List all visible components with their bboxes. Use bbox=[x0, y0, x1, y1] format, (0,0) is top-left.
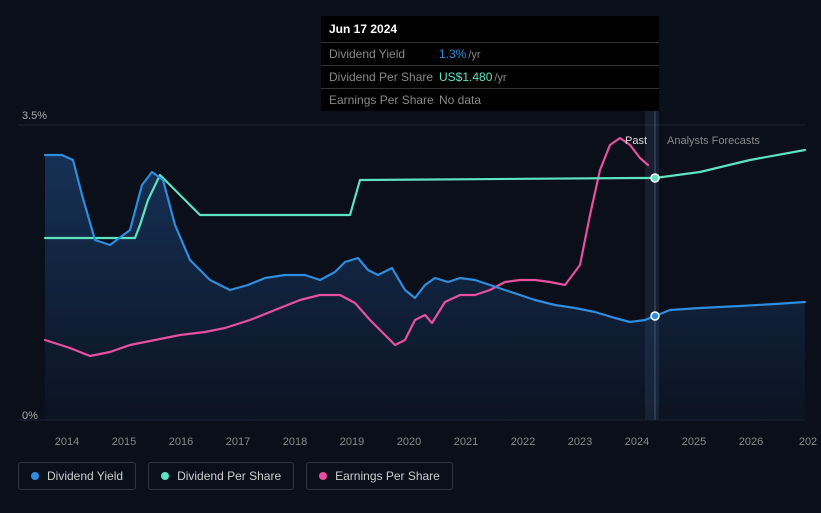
legend-item[interactable]: Dividend Yield bbox=[18, 462, 136, 490]
x-axis-year-label: 2025 bbox=[682, 436, 706, 448]
x-axis-year-label: 2026 bbox=[739, 436, 763, 448]
x-axis-year-label: 2017 bbox=[226, 436, 250, 448]
x-axis-year-label: 2020 bbox=[397, 436, 421, 448]
x-axis-year-label: 2016 bbox=[169, 436, 193, 448]
x-axis-year-label: 2021 bbox=[454, 436, 478, 448]
tooltip-metric-value: No data bbox=[439, 93, 481, 107]
legend-label: Earnings Per Share bbox=[335, 469, 440, 483]
tooltip-date: Jun 17 2024 bbox=[321, 16, 659, 43]
legend-item[interactable]: Earnings Per Share bbox=[306, 462, 453, 490]
legend-dot-icon bbox=[161, 472, 169, 480]
tooltip-metric-unit: /yr bbox=[468, 49, 480, 61]
legend-item[interactable]: Dividend Per Share bbox=[148, 462, 294, 490]
y-axis-max-label: 3.5% bbox=[22, 110, 47, 122]
tooltip-metric-value: 1.3% bbox=[439, 47, 466, 61]
tooltip-row: Dividend Per ShareUS$1.480/yr bbox=[321, 66, 659, 89]
tooltip-metric-unit: /yr bbox=[494, 72, 506, 84]
region-label-past: Past bbox=[625, 135, 647, 147]
x-axis-year-label: 202 bbox=[799, 436, 817, 448]
chart-container: 3.5% 0% 20142015201620172018201920202021… bbox=[0, 0, 821, 508]
tooltip-metric-label: Dividend Per Share bbox=[329, 70, 439, 84]
x-axis-year-label: 2022 bbox=[511, 436, 535, 448]
x-axis-year-label: 2019 bbox=[340, 436, 364, 448]
region-label-forecast: Analysts Forecasts bbox=[667, 135, 760, 147]
x-axis-year-label: 2015 bbox=[112, 436, 136, 448]
tooltip-row: Dividend Yield1.3%/yr bbox=[321, 43, 659, 66]
legend-label: Dividend Yield bbox=[47, 469, 123, 483]
x-axis-year-label: 2023 bbox=[568, 436, 592, 448]
x-axis-year-label: 2024 bbox=[625, 436, 649, 448]
x-axis-year-label: 2018 bbox=[283, 436, 307, 448]
tooltip-metric-label: Earnings Per Share bbox=[329, 93, 439, 107]
legend: Dividend Yield Dividend Per Share Earnings… bbox=[18, 462, 453, 490]
y-axis-min-label: 0% bbox=[22, 410, 38, 422]
x-axis-year-label: 2014 bbox=[55, 436, 79, 448]
tooltip-metric-label: Dividend Yield bbox=[329, 47, 439, 61]
tooltip: Jun 17 2024 Dividend Yield1.3%/yrDividen… bbox=[321, 16, 659, 111]
legend-dot-icon bbox=[319, 472, 327, 480]
tooltip-row: Earnings Per ShareNo data bbox=[321, 89, 659, 111]
legend-dot-icon bbox=[31, 472, 39, 480]
tooltip-metric-value: US$1.480 bbox=[439, 70, 492, 84]
legend-label: Dividend Per Share bbox=[177, 469, 281, 483]
